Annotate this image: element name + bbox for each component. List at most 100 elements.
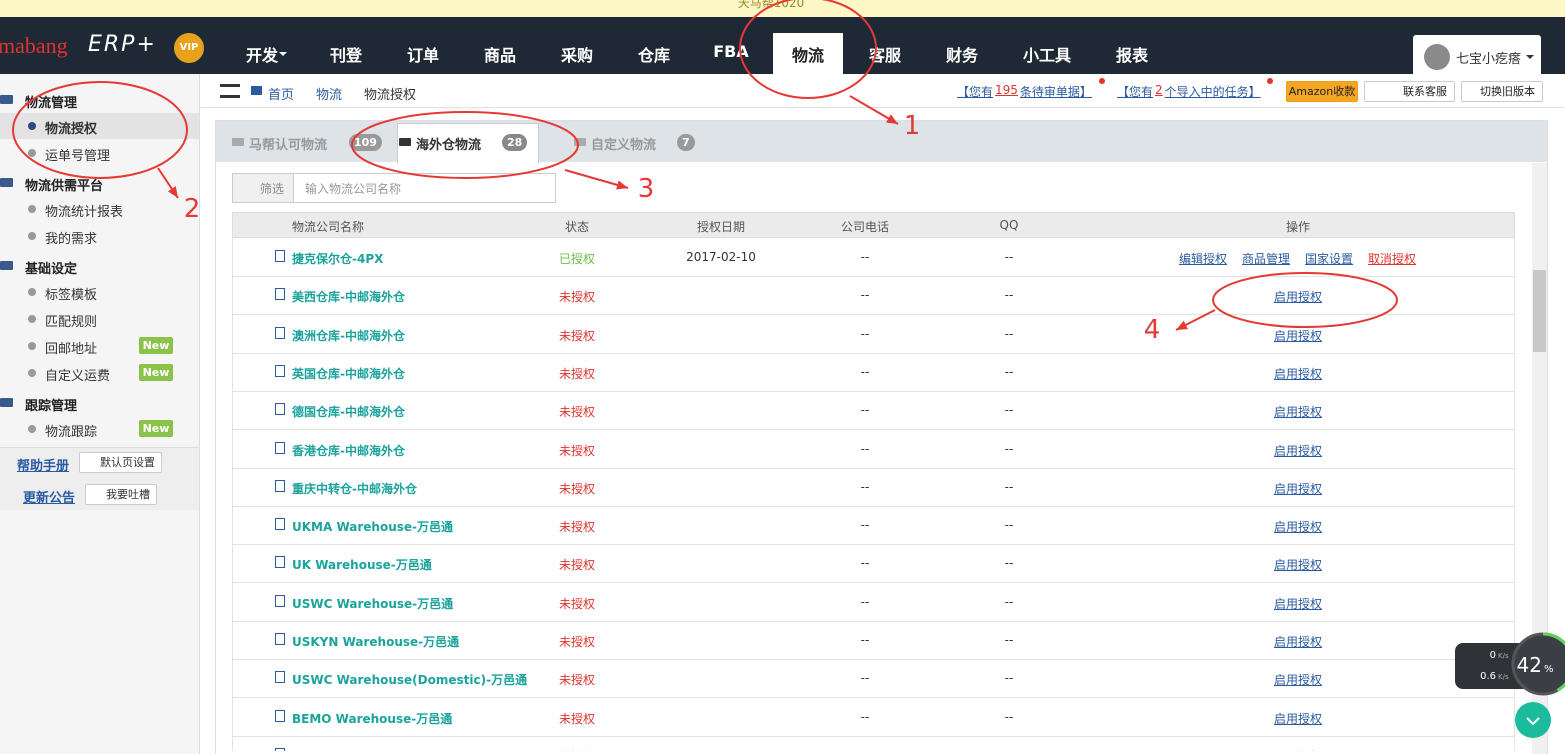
- back-to-top[interactable]: [1515, 702, 1551, 738]
- table-row: [232, 697, 1515, 737]
- action-link[interactable]: 启用授权: [1274, 558, 1323, 573]
- tab-label[interactable]: 马帮认可物流: [249, 138, 328, 153]
- breadcrumb-item[interactable]: 首页: [268, 88, 295, 103]
- nav-item[interactable]: 物流: [791, 46, 825, 65]
- action-link[interactable]: 启用授权: [1274, 596, 1323, 611]
- nav-item[interactable]: 仓库: [637, 46, 671, 65]
- tab-label[interactable]: 海外仓物流: [416, 138, 482, 153]
- action-link[interactable]: 启用授权: [1274, 366, 1323, 381]
- qq: --: [1004, 671, 1014, 686]
- sidebar-dot: [28, 369, 36, 377]
- company-name[interactable]: USWC Warehouse-万邑通: [292, 596, 454, 611]
- nav-item[interactable]: 商品: [483, 46, 517, 65]
- company-name[interactable]: 重庆中转仓-中邮海外仓: [292, 481, 417, 496]
- company-name[interactable]: UKMA Warehouse-万邑通: [292, 520, 454, 535]
- sidebar-dot: [28, 122, 36, 130]
- nav-item[interactable]: 开发: [245, 46, 279, 65]
- action-link[interactable]: 启用授权: [1274, 481, 1323, 496]
- action-link[interactable]: 启用授权: [1274, 673, 1323, 688]
- annotation-arrowhead: [1176, 320, 1188, 330]
- sidebar-group-icon: [0, 261, 13, 270]
- tab-icon: [232, 138, 244, 146]
- company-name[interactable]: 英国仓库-中邮海外仓: [292, 366, 405, 381]
- sidebar-group-title: 基础设定: [25, 262, 78, 277]
- action-link[interactable]: 启用授权: [1274, 635, 1323, 649]
- tab-count: 109: [349, 134, 382, 151]
- notice-dot: [1099, 78, 1105, 84]
- sidebar-item[interactable]: 我的需求: [45, 232, 98, 247]
- column-header: 物流公司名称: [291, 220, 365, 234]
- nav-item[interactable]: 报表: [1115, 46, 1149, 65]
- tab-count: 28: [502, 134, 528, 151]
- top-banner: [0, 0, 1565, 17]
- sidebar-item[interactable]: 物流授权: [45, 122, 98, 137]
- footer-button[interactable]: 我要吐槽: [85, 484, 157, 505]
- sidebar-group-icon: [0, 178, 13, 187]
- phone: --: [860, 709, 870, 724]
- action-link[interactable]: 启用授权: [1274, 328, 1323, 343]
- tab-label[interactable]: 自定义物流: [591, 138, 657, 153]
- sidebar-item[interactable]: 匹配规则: [45, 315, 98, 330]
- nav-item[interactable]: 采购: [560, 46, 594, 65]
- net-down-unit: K/s: [1498, 673, 1509, 681]
- company-name[interactable]: 美西仓库-中邮海外仓: [292, 290, 405, 305]
- toolbar-button[interactable]: 联系客服: [1364, 81, 1455, 102]
- footer-link[interactable]: 帮助手册: [17, 459, 70, 474]
- company-name[interactable]: UK Warehouse-万邑通: [292, 558, 432, 573]
- action-link[interactable]: 启用授权: [1274, 711, 1323, 726]
- net-down: 0.6: [1480, 671, 1496, 682]
- row-icon: [275, 441, 285, 454]
- action-link[interactable]: 取消授权: [1368, 252, 1417, 266]
- nav-item[interactable]: 刊登: [329, 46, 363, 65]
- home-icon: [251, 86, 262, 95]
- action-link[interactable]: 启用授权: [1274, 290, 1323, 305]
- phone: --: [861, 748, 870, 754]
- logo-brand: mabang: [0, 33, 68, 58]
- phone: --: [860, 671, 870, 686]
- sidebar-item[interactable]: 标签模板: [45, 288, 98, 303]
- phone: --: [860, 403, 870, 418]
- row-icon: [275, 671, 285, 684]
- action-link[interactable]: 启用授权: [1274, 405, 1323, 420]
- nav-item[interactable]: 客服: [868, 46, 902, 65]
- action-link[interactable]: 编辑授权: [1179, 252, 1228, 266]
- phone: --: [860, 364, 870, 379]
- sidebar-item[interactable]: 回邮地址: [45, 342, 98, 357]
- company-name[interactable]: 捷克保尔仓-4PX: [292, 252, 384, 266]
- sidebar-item[interactable]: 物流统计报表: [45, 205, 124, 220]
- net-widget: [1455, 643, 1530, 689]
- action-link[interactable]: 国家设置: [1305, 252, 1354, 266]
- company-name[interactable]: BEMO Warehouse-万邑通: [292, 711, 453, 726]
- company-name[interactable]: 德国仓库-中邮海外仓: [292, 405, 405, 420]
- status: 未授权: [558, 558, 596, 573]
- sidebar-item[interactable]: 运单号管理: [45, 149, 111, 164]
- company-name[interactable]: USWC Warehouse(Domestic)-万邑通: [292, 673, 528, 688]
- status: 已授权: [558, 252, 596, 266]
- table-row: [232, 314, 1515, 354]
- nav-item[interactable]: 订单: [406, 46, 440, 65]
- user-avatar: [1424, 44, 1450, 70]
- column-header: 公司电话: [840, 220, 890, 234]
- annotation-arrowhead: [616, 180, 628, 190]
- footer-button[interactable]: 默认页设置: [79, 452, 162, 473]
- action-link[interactable]: 商品管理: [1242, 252, 1291, 266]
- sidebar-item[interactable]: 物流跟踪: [45, 425, 98, 440]
- breadcrumb-item[interactable]: 物流: [316, 88, 343, 103]
- phone: --: [860, 594, 870, 609]
- toolbar-button[interactable]: Amazon收款: [1286, 81, 1358, 102]
- footer-link[interactable]: 更新公告: [23, 491, 76, 506]
- company-name[interactable]: 香港仓库-中邮海外仓: [292, 443, 405, 458]
- action-link[interactable]: 启用授权: [1274, 520, 1323, 535]
- notice[interactable]: 【您有 195 条待审单据】: [957, 83, 1092, 100]
- toolbar-button[interactable]: 切换旧版本: [1461, 81, 1543, 102]
- nav-item[interactable]: 小工具: [1022, 46, 1072, 65]
- company-name[interactable]: 澳洲仓库-中邮海外仓: [292, 328, 405, 343]
- action-link[interactable]: 启用授权: [1274, 443, 1323, 458]
- sidebar-item[interactable]: 自定义运费: [45, 369, 111, 384]
- filter-input[interactable]: 输入物流公司名称: [305, 182, 402, 196]
- notice[interactable]: 【您有 2 个导入中的任务】: [1117, 83, 1261, 100]
- company-name[interactable]: USKYN Warehouse-万邑通: [292, 635, 460, 649]
- nav-item[interactable]: 财务: [945, 46, 979, 65]
- logo-product: ERP+: [88, 32, 157, 57]
